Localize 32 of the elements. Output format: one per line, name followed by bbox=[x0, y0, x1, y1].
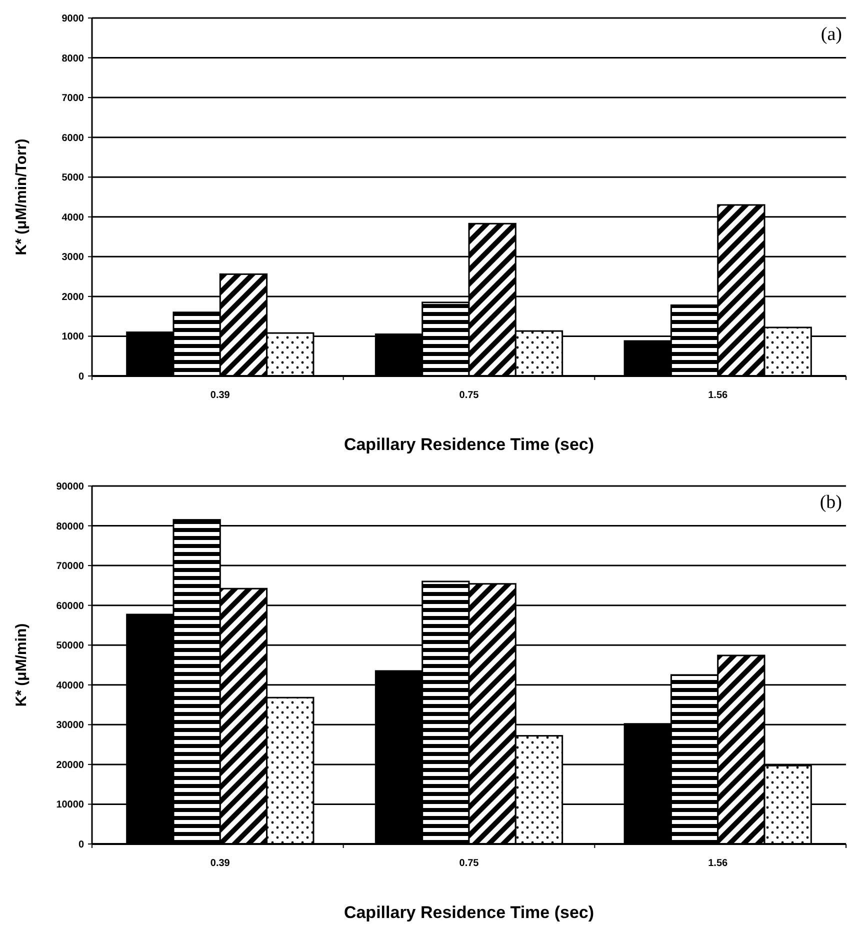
y-tick-label: 4000 bbox=[62, 212, 84, 224]
annotation: (a) bbox=[820, 24, 842, 45]
y-tick-label: 7000 bbox=[62, 93, 84, 104]
y-tick-label: 10000 bbox=[56, 800, 84, 811]
x-tick-label: 1.56 bbox=[708, 858, 728, 869]
x-tick-label: 0.39 bbox=[210, 390, 230, 401]
y-tick-label: 5000 bbox=[62, 172, 84, 184]
y-tick-label: 2000 bbox=[62, 292, 84, 303]
y-tick-label: 60000 bbox=[56, 600, 84, 612]
y-tick-label: 1000 bbox=[62, 332, 84, 343]
x-tick-label: 0.75 bbox=[459, 858, 480, 869]
x-tick-label: 1.56 bbox=[708, 390, 728, 401]
x-tick-label: 0.39 bbox=[210, 858, 230, 869]
x-axis-title: Capillary Residence Time (sec) bbox=[344, 903, 594, 922]
y-tick-label: 40000 bbox=[56, 680, 84, 692]
y-axis-title: K* (μM/min) bbox=[13, 623, 30, 707]
y-tick-label: 20000 bbox=[56, 760, 84, 771]
y-tick-label: 8000 bbox=[62, 53, 84, 64]
y-tick-label: 0 bbox=[78, 372, 84, 382]
y-tick-label: 0 bbox=[78, 840, 84, 850]
x-tick-label: 0.75 bbox=[459, 390, 480, 401]
y-tick-label: 9000 bbox=[62, 14, 84, 24]
y-tick-label: 90000 bbox=[56, 482, 84, 492]
y-tick-label: 80000 bbox=[56, 521, 84, 532]
y-tick-label: 70000 bbox=[56, 561, 84, 572]
y-tick-label: 50000 bbox=[56, 640, 84, 652]
y-tick-label: 3000 bbox=[62, 252, 84, 264]
y-tick-label: 30000 bbox=[56, 720, 84, 732]
annotation: (b) bbox=[820, 492, 842, 513]
y-axis-title: K* (μM/min/Torr) bbox=[13, 138, 30, 256]
x-axis-title: Capillary Residence Time (sec) bbox=[344, 435, 594, 454]
y-tick-label: 6000 bbox=[62, 132, 84, 144]
